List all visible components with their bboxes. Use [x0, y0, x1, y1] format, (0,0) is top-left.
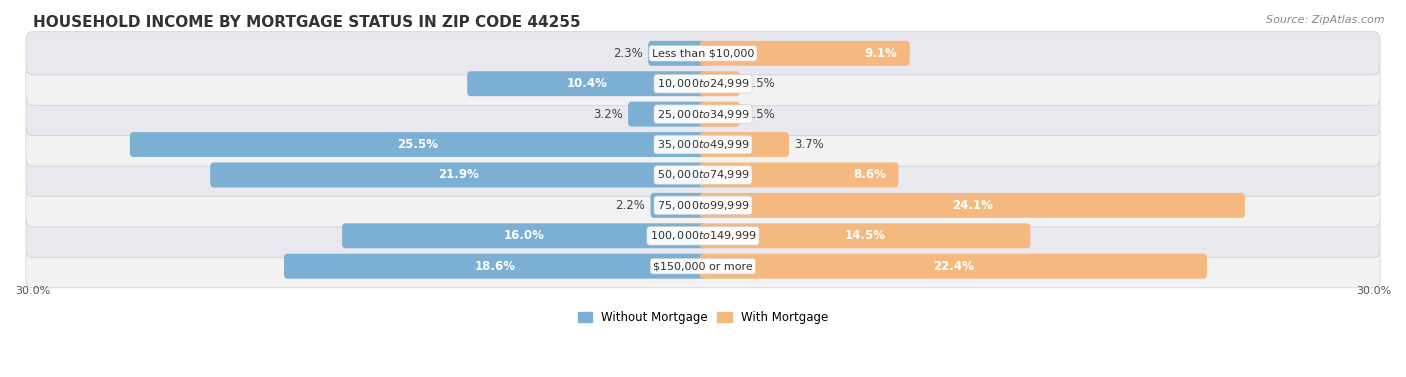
Text: 18.6%: 18.6%	[475, 260, 516, 273]
Text: 9.1%: 9.1%	[865, 47, 897, 60]
Text: $35,000 to $49,999: $35,000 to $49,999	[657, 138, 749, 151]
FancyBboxPatch shape	[284, 254, 706, 279]
Legend: Without Mortgage, With Mortgage: Without Mortgage, With Mortgage	[574, 307, 832, 329]
FancyBboxPatch shape	[25, 245, 1381, 288]
Text: 22.4%: 22.4%	[932, 260, 974, 273]
Text: 3.7%: 3.7%	[794, 138, 824, 151]
FancyBboxPatch shape	[25, 32, 1381, 75]
FancyBboxPatch shape	[700, 193, 1244, 218]
FancyBboxPatch shape	[648, 41, 706, 66]
FancyBboxPatch shape	[700, 41, 910, 66]
FancyBboxPatch shape	[700, 162, 898, 187]
Text: 1.5%: 1.5%	[745, 108, 775, 121]
FancyBboxPatch shape	[342, 223, 706, 248]
Text: 2.3%: 2.3%	[613, 47, 643, 60]
Text: 21.9%: 21.9%	[437, 169, 479, 181]
Text: $100,000 to $149,999: $100,000 to $149,999	[650, 229, 756, 242]
Text: 2.2%: 2.2%	[614, 199, 645, 212]
Text: 8.6%: 8.6%	[853, 169, 886, 181]
Text: 25.5%: 25.5%	[398, 138, 439, 151]
FancyBboxPatch shape	[700, 132, 789, 157]
Text: $150,000 or more: $150,000 or more	[654, 261, 752, 271]
Text: $50,000 to $74,999: $50,000 to $74,999	[657, 169, 749, 181]
Text: $25,000 to $34,999: $25,000 to $34,999	[657, 108, 749, 121]
Text: 10.4%: 10.4%	[567, 77, 607, 90]
FancyBboxPatch shape	[25, 153, 1381, 196]
Text: $10,000 to $24,999: $10,000 to $24,999	[657, 77, 749, 90]
FancyBboxPatch shape	[25, 92, 1381, 136]
FancyBboxPatch shape	[129, 132, 706, 157]
FancyBboxPatch shape	[25, 62, 1381, 105]
Text: Source: ZipAtlas.com: Source: ZipAtlas.com	[1267, 15, 1385, 25]
Text: 1.5%: 1.5%	[745, 77, 775, 90]
Text: 24.1%: 24.1%	[952, 199, 993, 212]
FancyBboxPatch shape	[700, 71, 740, 96]
Text: Less than $10,000: Less than $10,000	[652, 48, 754, 58]
FancyBboxPatch shape	[700, 102, 740, 127]
FancyBboxPatch shape	[25, 184, 1381, 227]
Text: 14.5%: 14.5%	[845, 229, 886, 242]
FancyBboxPatch shape	[211, 162, 706, 187]
Text: HOUSEHOLD INCOME BY MORTGAGE STATUS IN ZIP CODE 44255: HOUSEHOLD INCOME BY MORTGAGE STATUS IN Z…	[32, 15, 581, 30]
FancyBboxPatch shape	[25, 123, 1381, 166]
Text: $75,000 to $99,999: $75,000 to $99,999	[657, 199, 749, 212]
Text: 16.0%: 16.0%	[503, 229, 544, 242]
FancyBboxPatch shape	[25, 214, 1381, 257]
FancyBboxPatch shape	[467, 71, 706, 96]
Text: 3.2%: 3.2%	[593, 108, 623, 121]
FancyBboxPatch shape	[700, 223, 1031, 248]
FancyBboxPatch shape	[628, 102, 706, 127]
FancyBboxPatch shape	[651, 193, 706, 218]
FancyBboxPatch shape	[700, 254, 1206, 279]
